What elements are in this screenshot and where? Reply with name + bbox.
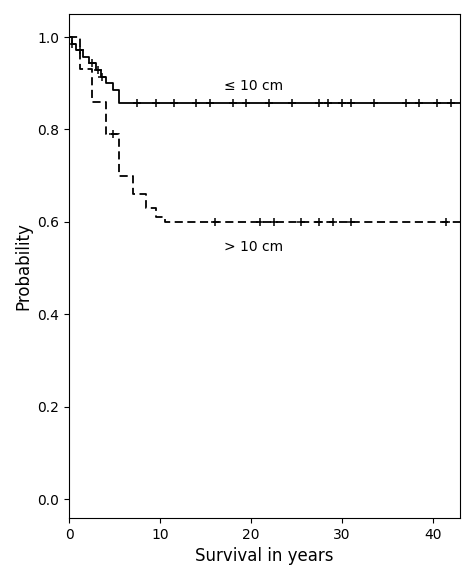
Y-axis label: Probability: Probability (14, 222, 32, 310)
X-axis label: Survival in years: Survival in years (195, 547, 334, 565)
Text: ≤ 10 cm: ≤ 10 cm (224, 79, 283, 93)
Text: > 10 cm: > 10 cm (224, 240, 283, 254)
